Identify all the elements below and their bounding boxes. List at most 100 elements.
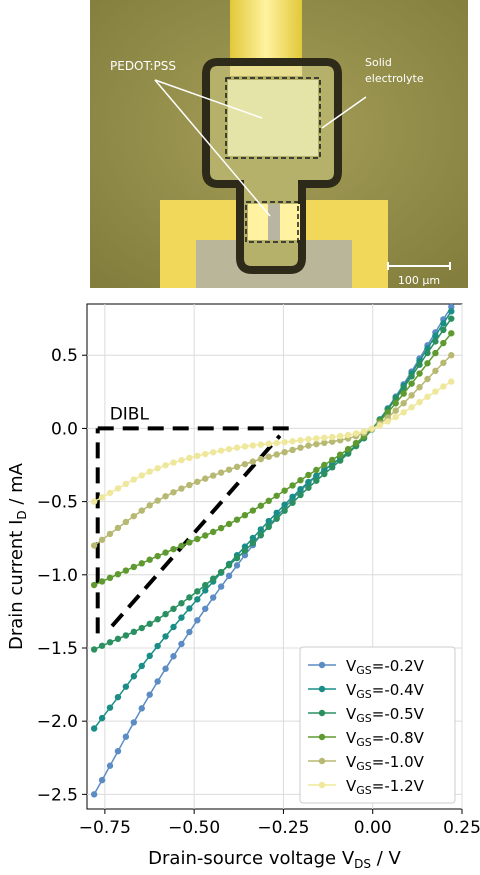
data-point <box>281 507 288 514</box>
y-tick-label: −0.5 <box>37 493 78 513</box>
x-axis-label-unit: / V <box>371 848 402 869</box>
data-point <box>241 547 249 554</box>
data-point <box>90 791 98 798</box>
axes: −0.75 −0.50 −0.25 0.00 0.25 −2.5 −2.0 −1.5 −1.0 −… <box>37 346 480 838</box>
data-point <box>114 635 122 643</box>
data-point <box>194 452 201 460</box>
data-point <box>233 516 241 523</box>
legend-entry-value: =-0.4V <box>372 681 425 699</box>
data-point <box>368 425 376 432</box>
series-line <box>93 332 452 586</box>
data-point <box>202 605 209 612</box>
data-point <box>416 398 423 406</box>
data-point <box>154 497 161 504</box>
data-point <box>400 399 407 407</box>
data-point <box>225 520 233 528</box>
data-point <box>289 438 296 445</box>
legend-entry: VGS=-1.2V <box>346 777 425 797</box>
data-point <box>217 524 225 532</box>
data-point <box>122 567 130 574</box>
data-point <box>440 320 447 327</box>
data-point <box>217 583 225 590</box>
data-point <box>154 552 161 560</box>
data-point <box>416 370 423 377</box>
data-point <box>392 407 399 414</box>
data-point <box>233 463 241 471</box>
data-point <box>305 442 312 449</box>
data-point <box>344 431 352 439</box>
data-point <box>321 439 328 447</box>
data-point <box>138 624 145 632</box>
data-point <box>424 349 431 357</box>
data-point <box>273 439 280 447</box>
bottom-gold-electrode <box>160 200 388 288</box>
x-tick-label: −0.25 <box>257 818 309 838</box>
data-point <box>233 554 241 562</box>
legend-entry: VGS=-1.0V <box>346 753 425 773</box>
data-point <box>90 725 98 732</box>
data-point <box>392 413 399 421</box>
data-point <box>90 646 98 653</box>
data-point <box>352 430 360 437</box>
scale-bar-label: 100 µm <box>398 274 440 287</box>
data-point <box>194 478 201 485</box>
data-point <box>178 600 185 607</box>
legend-entry: VGS=-0.8V <box>346 729 425 749</box>
y-tick-label: −1.0 <box>37 566 78 586</box>
data-point <box>329 456 336 464</box>
data-point <box>249 534 257 542</box>
y-axis-label-main: Drain current I <box>6 520 27 650</box>
data-point <box>273 492 280 499</box>
data-point <box>122 632 130 639</box>
data-point <box>114 485 122 492</box>
series--0.8 <box>90 330 455 589</box>
legend-swatch-marker <box>318 709 326 717</box>
data-point <box>154 465 161 472</box>
data-point <box>90 542 98 549</box>
data-point <box>249 539 257 547</box>
data-point <box>448 378 455 385</box>
channel-gold-left <box>248 204 270 240</box>
data-point <box>392 400 399 407</box>
data-point <box>154 678 161 685</box>
data-point <box>257 441 265 448</box>
data-point <box>146 468 153 475</box>
data-point <box>313 472 320 479</box>
pointer-line <box>154 79 263 119</box>
data-point <box>130 673 138 680</box>
data-point <box>416 384 423 391</box>
data-point <box>154 642 161 650</box>
data-point <box>408 404 415 411</box>
data-point <box>106 530 114 538</box>
legend-entry: VGS=-0.2V <box>346 657 425 677</box>
legend-swatch-marker <box>318 685 326 693</box>
data-point <box>289 482 296 489</box>
data-point <box>98 714 106 722</box>
data-point <box>305 436 312 443</box>
data-point <box>400 384 407 391</box>
data-point <box>194 617 201 624</box>
data-point <box>424 360 431 367</box>
data-point <box>424 393 431 401</box>
legend-entry-main: V <box>346 681 357 699</box>
data-point <box>202 475 209 482</box>
data-point <box>146 620 153 628</box>
legend-entry-value: =-0.2V <box>372 657 425 675</box>
data-point <box>106 762 114 769</box>
data-point <box>178 456 185 464</box>
x-tick-label: 0.25 <box>443 818 480 838</box>
data-point <box>265 440 272 447</box>
data-point <box>178 485 185 492</box>
data-point <box>146 556 153 563</box>
data-point <box>257 455 265 463</box>
data-point <box>106 574 114 582</box>
legend-swatch-marker <box>318 781 326 789</box>
dibl-label: DIBL <box>110 404 150 424</box>
electrolyte-label-line1: Solid <box>365 56 392 69</box>
data-point <box>233 444 241 451</box>
legend: VGS=-0.2VVGS=-0.4VVGS=-0.5VVGS=-0.8VVGS=… <box>299 646 456 804</box>
data-point <box>217 568 225 576</box>
series-line <box>93 318 452 651</box>
data-point <box>122 480 130 488</box>
electrolyte-well-outline <box>202 58 342 274</box>
